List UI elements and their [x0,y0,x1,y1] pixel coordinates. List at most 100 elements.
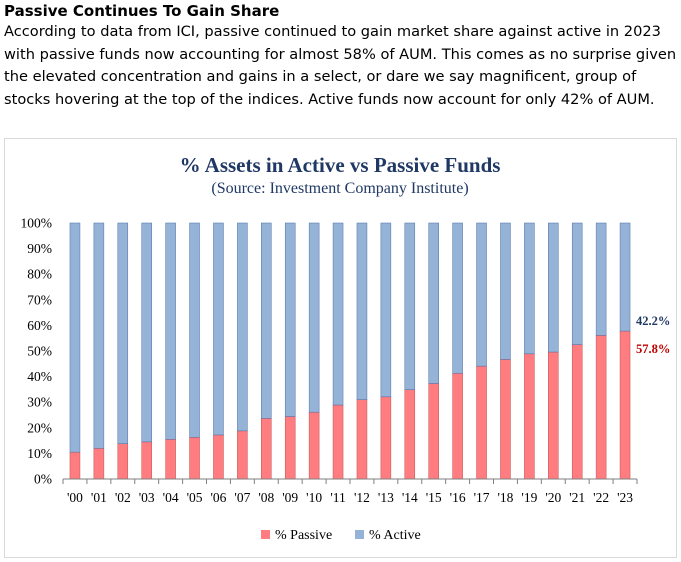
x-tick-label: '03 [139,490,155,505]
bar-passive [332,404,344,480]
bar-passive [93,448,105,480]
x-tick-label: '14 [402,490,418,505]
x-tick-label: '10 [306,490,322,505]
bar-passive [476,365,487,480]
bar-passive [548,351,559,480]
bar-passive [500,359,511,480]
bar-active [500,222,511,360]
x-tick-label: '23 [617,490,633,505]
bar-active [476,222,487,367]
y-tick-label: 80% [27,267,52,282]
x-tick-label: '19 [521,490,537,505]
bar-active [428,222,439,384]
bar-active [117,222,129,444]
x-tick-label: '17 [474,490,490,505]
bar-active [308,222,320,413]
bar-passive [165,439,176,480]
bar-active [380,222,392,398]
x-tick-label: '07 [234,490,250,505]
x-tick-label: '21 [569,490,585,505]
x-tick-label: '08 [258,490,274,505]
y-tick-label: 50% [27,344,52,359]
bar-passive [117,443,129,480]
y-tick-label: 30% [27,395,52,410]
x-axis: '00 '01 '02 '03 '04 '05 '06 '07 '08 '09 '10 '11 '12 '… [62,478,638,505]
x-tick-label: '09 [282,490,298,505]
x-tick-label: '22 [593,490,609,505]
bar-passive [356,399,368,480]
legend-swatch-passive [261,530,270,539]
bar-passive [69,451,81,480]
bar-passive [237,430,248,480]
bar-active [213,222,224,436]
active-last-label: 42.2% [636,314,670,328]
y-tick-label: 70% [27,292,52,307]
bar-active [595,222,607,336]
bar-passive [524,353,535,480]
x-tick-label: '20 [545,490,561,505]
bar-active [261,222,272,419]
chart-title: % Assets in Active vs Passive Funds [180,153,501,177]
bars [69,222,631,480]
bar-passive [380,396,392,480]
x-tick-label: '11 [330,490,345,505]
y-axis: 0% 10% 20% 30% 40% 50% 60% 70% 80% 90% 100% [21,216,53,487]
x-tick-label: '00 [67,490,83,505]
y-tick-label: 60% [27,318,52,333]
stacked-bar-chart: % Assets in Active vs Passive Funds (Sou… [21,153,671,543]
x-tick-label: '16 [450,490,466,505]
bar-active [165,222,176,440]
x-tick-label: '01 [91,490,107,505]
bar-active [189,222,200,438]
x-tick-label: '02 [115,490,131,505]
bar-active [452,222,463,374]
bar-passive [284,416,296,480]
bar-active [93,222,105,449]
y-tick-label: 100% [21,216,53,231]
legend-label-passive: % Passive [275,528,332,543]
chart-container: % Assets in Active vs Passive Funds (Sou… [4,138,677,558]
passive-last-label: 57.8% [636,342,670,356]
y-tick-label: 0% [34,472,52,487]
article-body: According to data from ICI, passive cont… [4,23,677,108]
bar-passive [189,437,200,480]
bar-passive [452,373,463,480]
bar-active [356,222,368,400]
x-tick-label: '06 [210,490,226,505]
y-tick-label: 90% [27,241,52,256]
bar-active [524,222,535,355]
bar-active [69,222,81,453]
article: Passive Continues To Gain Share Accordin… [4,2,678,111]
legend-label-active: % Active [369,528,421,543]
bar-passive [595,335,607,480]
bar-passive [619,330,631,480]
x-tick-label: '15 [426,490,442,505]
bar-active [619,222,631,332]
bar-active [571,222,583,345]
bar-passive [213,434,224,480]
bar-active [332,222,344,406]
legend-swatch-active [355,530,364,539]
bar-passive [141,441,152,480]
legend: % Passive % Active [261,528,421,543]
x-tick-label: '04 [163,490,179,505]
bar-active [284,222,296,417]
x-tick-label: '12 [354,490,370,505]
bar-passive [308,411,320,480]
bar-active [548,222,559,353]
bar-passive [428,383,439,480]
bar-active [237,222,248,432]
bar-active [141,222,152,443]
y-tick-label: 10% [27,446,52,461]
x-tick-label: '05 [187,490,203,505]
bar-passive [404,389,416,480]
chart-subtitle: (Source: Investment Company Institute) [211,180,468,197]
bar-passive [571,344,583,480]
bar-active [404,222,416,390]
y-tick-label: 20% [27,420,52,435]
article-heading: Passive Continues To Gain Share [4,2,280,20]
x-tick-label: '13 [378,490,394,505]
y-tick-label: 40% [27,369,52,384]
x-tick-label: '18 [497,490,513,505]
bar-passive [261,418,272,480]
